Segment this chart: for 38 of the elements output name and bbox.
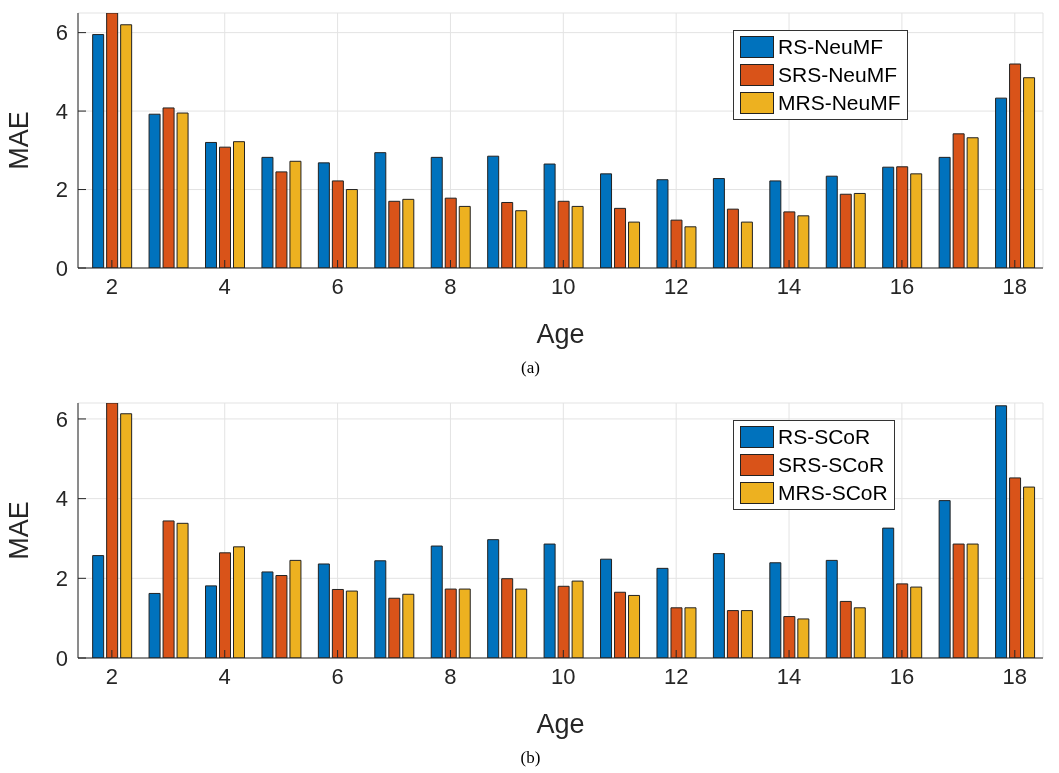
x-tick-label: 6 bbox=[331, 663, 344, 689]
x-tick-label: 4 bbox=[218, 663, 231, 689]
x-axis-title: Age bbox=[536, 709, 585, 739]
y-axis-title: MAE bbox=[3, 111, 34, 170]
x-tick-label: 2 bbox=[105, 273, 118, 299]
x-axis-title: Age bbox=[536, 319, 585, 349]
x-tick-label: 10 bbox=[551, 663, 576, 689]
y-tick-label: 4 bbox=[55, 486, 68, 512]
y-tick-label: 6 bbox=[55, 406, 68, 432]
x-tick-label: 6 bbox=[331, 273, 344, 299]
x-tick-label: 18 bbox=[1002, 273, 1028, 299]
text: (b) bbox=[519, 748, 542, 768]
y-axis-title: MAE bbox=[3, 501, 34, 560]
y-tick-label: 6 bbox=[55, 20, 68, 46]
x-tick-label: 18 bbox=[1002, 663, 1028, 689]
x-tick-label: 8 bbox=[444, 663, 457, 689]
x-tick-label: 2 bbox=[105, 663, 118, 689]
x-tick-label: 16 bbox=[889, 273, 915, 299]
x-tick-label: 8 bbox=[444, 273, 457, 299]
legend-label: RS-NeuMF bbox=[778, 34, 884, 60]
y-tick-label: 0 bbox=[55, 255, 68, 281]
legend-label: MRS-SCoR bbox=[778, 480, 888, 506]
x-tick-label: 16 bbox=[889, 663, 915, 689]
x-tick-label: 12 bbox=[663, 273, 689, 299]
legend-label: SRS-SCoR bbox=[778, 452, 885, 478]
y-tick-label: 4 bbox=[55, 98, 68, 124]
x-tick-label: 14 bbox=[776, 663, 802, 689]
x-tick-label: 4 bbox=[218, 273, 231, 299]
x-tick-label: 14 bbox=[776, 273, 802, 299]
x-tick-label: 10 bbox=[551, 273, 576, 299]
legend-label: MRS-NeuMF bbox=[778, 90, 901, 116]
x-tick-label: 12 bbox=[663, 663, 689, 689]
legend-label: RS-SCoR bbox=[778, 424, 871, 450]
y-tick-label: 2 bbox=[55, 177, 68, 203]
text: (a) bbox=[520, 358, 541, 378]
legend-label: SRS-NeuMF bbox=[778, 62, 898, 88]
y-tick-label: 0 bbox=[55, 645, 68, 671]
y-tick-label: 2 bbox=[55, 566, 68, 592]
